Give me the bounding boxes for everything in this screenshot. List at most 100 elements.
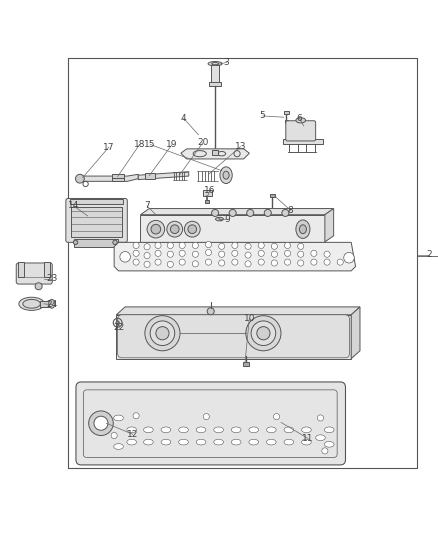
Ellipse shape <box>23 300 40 308</box>
FancyBboxPatch shape <box>16 263 52 284</box>
Ellipse shape <box>213 439 223 445</box>
Circle shape <box>284 259 290 265</box>
Ellipse shape <box>283 427 293 433</box>
Text: 15: 15 <box>144 140 155 149</box>
Text: 18: 18 <box>134 140 145 149</box>
Text: 2: 2 <box>426 250 431 259</box>
Polygon shape <box>18 262 24 277</box>
Circle shape <box>205 249 211 255</box>
Circle shape <box>218 251 224 257</box>
Circle shape <box>284 251 290 256</box>
Ellipse shape <box>143 427 153 433</box>
Circle shape <box>321 448 327 454</box>
Ellipse shape <box>219 167 232 183</box>
Ellipse shape <box>143 439 153 445</box>
Text: 5: 5 <box>259 111 265 120</box>
Ellipse shape <box>266 427 276 433</box>
Circle shape <box>133 251 139 256</box>
Circle shape <box>336 259 343 265</box>
Circle shape <box>133 243 139 248</box>
Circle shape <box>88 411 113 435</box>
Circle shape <box>343 253 353 263</box>
Polygon shape <box>350 307 359 359</box>
Circle shape <box>203 414 209 419</box>
Text: 11: 11 <box>302 434 313 443</box>
Circle shape <box>211 209 218 216</box>
Circle shape <box>245 316 280 351</box>
Polygon shape <box>203 190 212 196</box>
Ellipse shape <box>113 415 123 421</box>
Polygon shape <box>116 307 359 315</box>
Text: 3: 3 <box>223 58 229 67</box>
Ellipse shape <box>295 220 309 238</box>
Ellipse shape <box>196 427 205 433</box>
Ellipse shape <box>299 225 306 233</box>
Circle shape <box>144 244 150 250</box>
Circle shape <box>167 243 173 248</box>
Circle shape <box>258 251 264 256</box>
Bar <box>284 120 287 123</box>
Text: 10: 10 <box>243 314 254 323</box>
Circle shape <box>155 251 161 256</box>
Circle shape <box>187 225 196 233</box>
Circle shape <box>155 243 161 248</box>
Bar <box>145 173 154 179</box>
Ellipse shape <box>127 439 136 445</box>
Circle shape <box>144 261 150 268</box>
Circle shape <box>323 251 329 257</box>
Polygon shape <box>79 174 138 181</box>
Circle shape <box>145 316 180 351</box>
FancyBboxPatch shape <box>117 315 349 358</box>
Circle shape <box>73 240 78 245</box>
Ellipse shape <box>178 439 188 445</box>
Text: 19: 19 <box>166 140 177 149</box>
Circle shape <box>170 225 179 233</box>
Text: 6: 6 <box>296 114 302 123</box>
Circle shape <box>179 243 185 248</box>
Bar <box>71 207 122 237</box>
FancyBboxPatch shape <box>76 382 345 465</box>
Circle shape <box>111 432 117 439</box>
Circle shape <box>297 243 303 249</box>
Ellipse shape <box>161 427 170 433</box>
FancyBboxPatch shape <box>66 198 127 243</box>
Circle shape <box>264 209 271 216</box>
Ellipse shape <box>161 439 170 445</box>
Ellipse shape <box>301 439 311 445</box>
Polygon shape <box>116 315 350 359</box>
Ellipse shape <box>231 427 240 433</box>
Text: 12: 12 <box>127 430 138 439</box>
Circle shape <box>113 240 117 245</box>
FancyBboxPatch shape <box>285 121 315 141</box>
Text: 16: 16 <box>204 187 215 196</box>
Bar <box>70 199 123 204</box>
Circle shape <box>273 414 279 419</box>
Ellipse shape <box>231 439 240 445</box>
Circle shape <box>155 259 161 265</box>
Circle shape <box>155 327 169 340</box>
Text: 20: 20 <box>197 138 208 147</box>
Circle shape <box>94 416 108 430</box>
Ellipse shape <box>208 61 222 66</box>
Circle shape <box>297 260 303 266</box>
Bar <box>74 239 117 247</box>
Ellipse shape <box>248 439 258 445</box>
Ellipse shape <box>248 427 258 433</box>
Ellipse shape <box>49 300 55 308</box>
Ellipse shape <box>295 118 305 123</box>
Circle shape <box>244 252 251 258</box>
Circle shape <box>151 224 160 234</box>
Ellipse shape <box>178 427 188 433</box>
Circle shape <box>75 174 84 183</box>
Text: 14: 14 <box>68 201 79 211</box>
Circle shape <box>297 251 303 257</box>
Circle shape <box>120 252 130 262</box>
Circle shape <box>167 251 173 257</box>
Polygon shape <box>324 208 333 242</box>
Ellipse shape <box>113 443 123 449</box>
Circle shape <box>231 243 237 248</box>
Circle shape <box>310 259 316 265</box>
Polygon shape <box>114 243 355 271</box>
Polygon shape <box>44 262 50 277</box>
Ellipse shape <box>215 217 223 221</box>
